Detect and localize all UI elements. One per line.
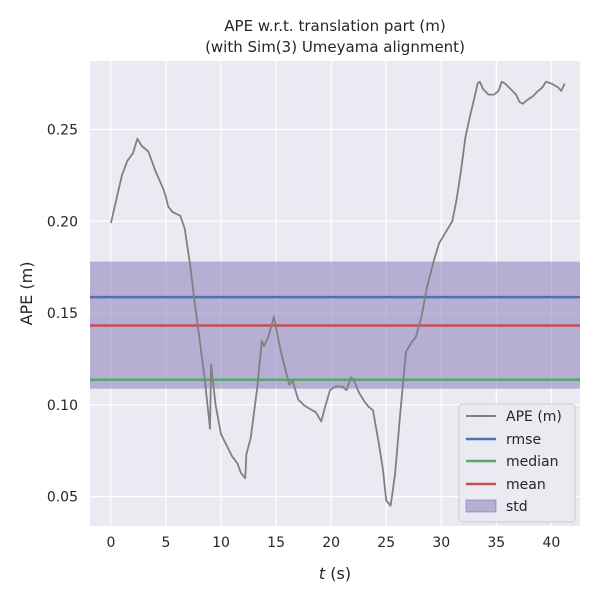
ape-series-line	[110, 80, 566, 507]
x-axis-label: t (s)	[319, 564, 351, 583]
y-axis-ticks: 0.05 0.10 0.15 0.20 0.25	[47, 122, 78, 505]
legend-label-mean: mean	[506, 477, 546, 493]
y-tick-label: 0.15	[47, 306, 78, 322]
y-tick-label: 0.05	[47, 490, 78, 506]
x-tick-label: 0	[106, 535, 115, 551]
x-tick-label: 20	[322, 535, 340, 551]
x-tick-label: 10	[212, 535, 230, 551]
y-tick-label: 0.10	[47, 398, 78, 414]
x-axis-label-variable: t	[319, 564, 326, 583]
statistic-lines-layer	[90, 295, 580, 381]
x-tick-label: 30	[432, 535, 450, 551]
x-tick-label: 25	[377, 535, 395, 551]
x-tick-label: 15	[267, 535, 285, 551]
x-axis-ticks: 0 5 10 15 20 25 30 35 40	[106, 535, 560, 551]
legend-swatch-std	[465, 499, 497, 513]
y-tick-label: 0.25	[47, 122, 78, 138]
legend-box	[458, 403, 576, 523]
x-tick-label: 40	[542, 535, 560, 551]
chart-title-line-2: (with Sim(3) Umeyama alignment)	[205, 38, 465, 56]
legend: APE (m) rmse median mean std	[458, 403, 576, 523]
x-axis-label-unit: (s)	[325, 564, 351, 583]
y-tick-label: 0.20	[47, 214, 78, 230]
legend-label-std: std	[506, 499, 528, 515]
chart-title-line-1: APE w.r.t. translation part (m)	[224, 17, 445, 35]
ape-series-layer	[110, 80, 566, 507]
x-tick-label: 5	[162, 535, 171, 551]
legend-label-rmse: rmse	[506, 432, 541, 448]
legend-label-ape: APE (m)	[506, 409, 562, 425]
x-tick-label: 35	[487, 535, 505, 551]
legend-label-median: median	[506, 454, 558, 470]
y-axis-label: APE (m)	[17, 262, 36, 326]
